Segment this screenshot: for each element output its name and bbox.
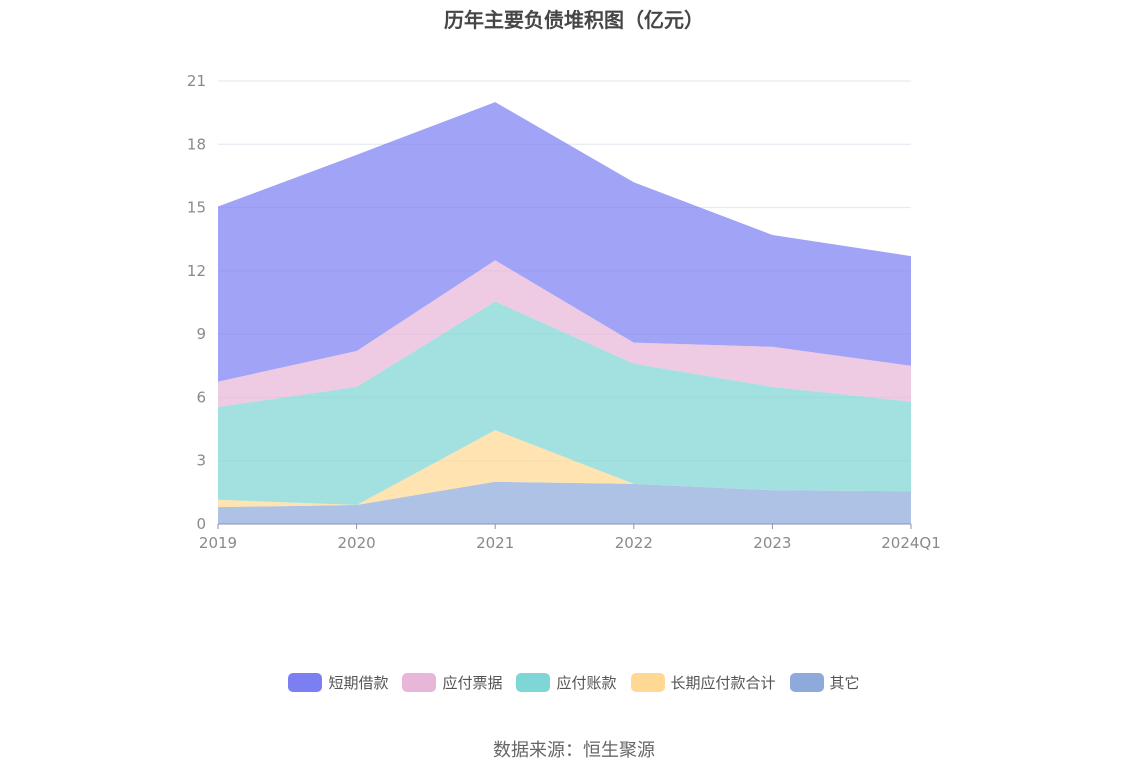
legend-swatch: [789, 673, 824, 692]
y-tick-label: 9: [196, 325, 206, 343]
area-series-长期应付款合计: [218, 430, 911, 508]
legend-label: 短期借款: [328, 674, 389, 692]
area-series-短期借款: [218, 102, 911, 382]
legend: 短期借款 应付票据 应付账款 长期应付款合计 其它: [0, 672, 1148, 693]
y-tick-label: 12: [187, 262, 206, 280]
legend-label: 长期应付款合计: [670, 674, 776, 692]
x-tick-label: 2022: [615, 534, 653, 552]
y-tick-label: 0: [196, 515, 206, 533]
y-tick-label: 6: [196, 388, 206, 406]
area-series-应付票据: [218, 260, 911, 407]
x-tick-label: 2021: [476, 534, 514, 552]
legend-swatch: [630, 673, 665, 692]
chart-title: 历年主要负债堆积图（亿元）: [444, 8, 704, 32]
area-chart: 0 3 6 9 12 15 18 21 2019 2020 2021 2022 2023 2024Q1: [187, 72, 941, 552]
x-tick-label: 2019: [199, 534, 237, 552]
axes: 0 3 6 9 12 15 18 21 2019 2020 2021 2022 2023 2024Q1: [187, 72, 941, 552]
y-tick-label: 3: [196, 452, 206, 470]
legend-item[interactable]: 其它: [789, 672, 860, 693]
x-tick-label: 2024Q1: [881, 534, 941, 552]
y-tick-label: 18: [187, 135, 206, 153]
data-source: 数据来源：恒生聚源: [493, 740, 655, 761]
legend-label: 其它: [829, 674, 860, 692]
legend-item[interactable]: 短期借款: [288, 672, 388, 693]
legend-label: 应付账款: [556, 674, 617, 692]
area-series-其它: [218, 481, 911, 524]
legend-swatch: [402, 673, 437, 692]
legend-item[interactable]: 应付账款: [516, 672, 617, 693]
x-tick-label: 2023: [753, 534, 791, 552]
legend-item[interactable]: 长期应付款合计: [630, 672, 776, 693]
y-tick-label: 21: [187, 72, 206, 90]
legend-swatch: [516, 673, 551, 692]
x-tick-label: 2020: [338, 534, 376, 552]
legend-swatch: [288, 673, 323, 692]
area-series-应付账款: [218, 301, 911, 506]
stacked-areas: [218, 102, 911, 524]
legend-label: 应付票据: [442, 674, 503, 692]
y-tick-label: 15: [187, 199, 206, 217]
legend-item[interactable]: 应付票据: [402, 672, 502, 693]
